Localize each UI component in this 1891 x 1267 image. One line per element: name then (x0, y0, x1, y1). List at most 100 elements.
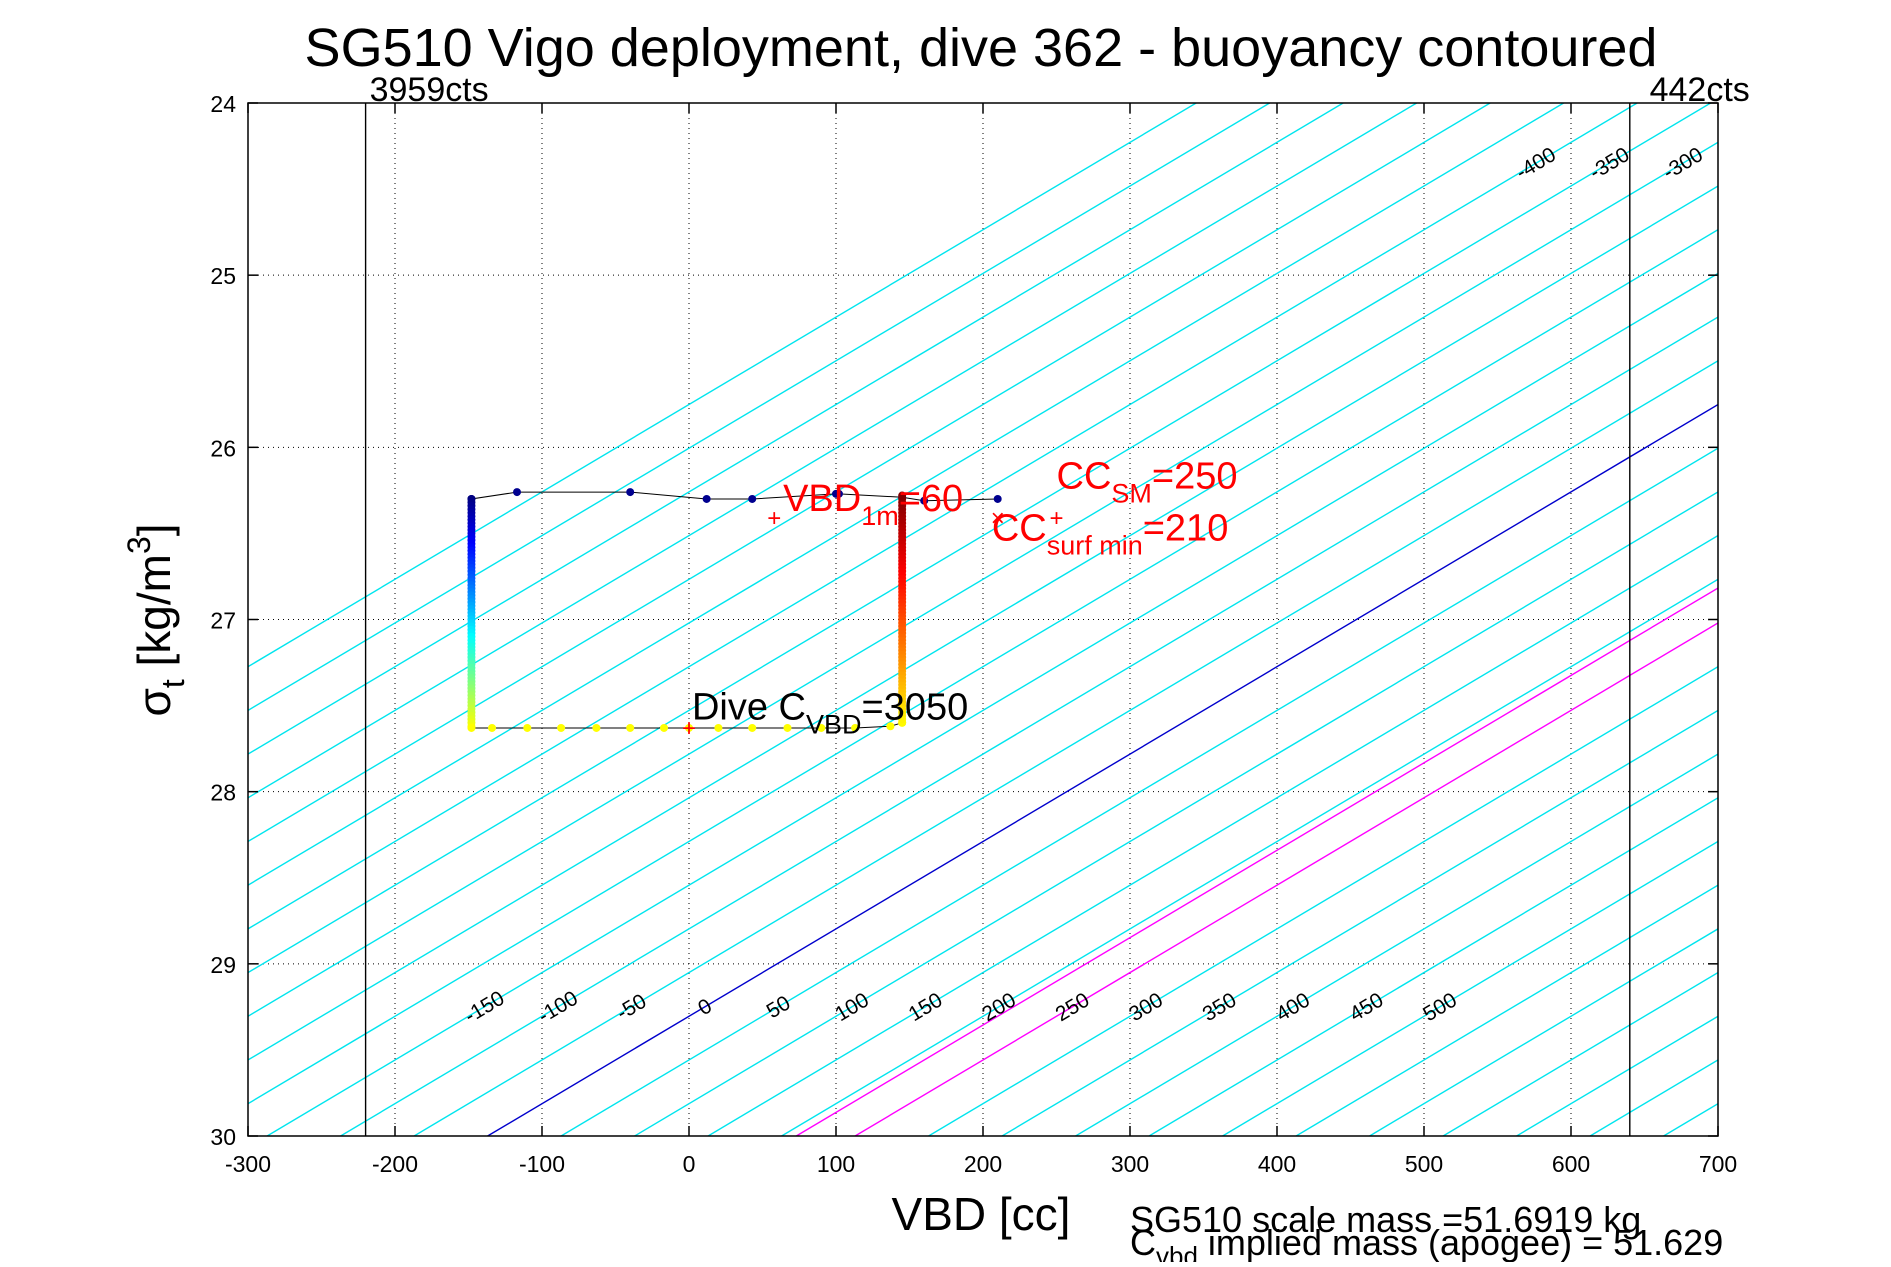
annotation-main: CC (992, 507, 1047, 549)
x-tick-label: 500 (1405, 1151, 1443, 1177)
annotation-main: Dive C (692, 686, 806, 728)
x-tick-label: -100 (519, 1151, 565, 1177)
annotation-vbd1m: VBD1m=60 (783, 478, 963, 531)
y-tick-label: 24 (210, 91, 236, 117)
contour-line (634, 491, 1718, 1136)
y-axis-label-sup: 3 (121, 536, 157, 554)
y-axis-label-units: [kg/m (128, 554, 180, 679)
contour-line (1295, 884, 1718, 1136)
y-axis-label-sub: t (155, 679, 191, 688)
y-axis-label-close: ] (128, 523, 180, 536)
contour-line (248, 103, 1712, 974)
track-point (557, 723, 566, 732)
contour-line (1369, 928, 1718, 1136)
contour-line (560, 447, 1718, 1136)
contour-line (413, 359, 1718, 1136)
annotation-sub: 1m (861, 501, 899, 531)
contour-line (248, 103, 1491, 843)
contour-line (487, 403, 1718, 1136)
track-point (513, 488, 522, 497)
annotation-ccsm: CCSM=250 (1057, 456, 1238, 509)
marker: + (1049, 505, 1063, 532)
track-point (685, 723, 693, 732)
track-point (488, 723, 497, 732)
x-tick-label: 700 (1699, 1151, 1737, 1177)
x-tick-label: -200 (372, 1151, 418, 1177)
contour-line (248, 103, 1197, 668)
implied-mass-text: Cvbd implied mass (apogee) = 51.629 (1130, 1222, 1723, 1262)
annotation-ccsurf: CCsurf min=210 (992, 507, 1229, 560)
contour-line (248, 103, 1638, 930)
track-point (993, 494, 1002, 503)
y-tick-label: 26 (210, 435, 236, 461)
contour-line (248, 103, 1271, 712)
chart-title: SG510 Vigo deployment, dive 362 - buoyan… (305, 18, 1658, 78)
contour-line (707, 534, 1718, 1136)
track-point (783, 723, 792, 732)
track-point (748, 723, 757, 732)
annotation-divec: Dive CVBD=3050 (692, 686, 968, 739)
contour-line (1222, 840, 1718, 1136)
marker: + (767, 505, 781, 532)
contour-line (1075, 753, 1718, 1136)
contour-line (781, 578, 1718, 1136)
track-point (851, 723, 860, 732)
x-tick-label: 0 (683, 1151, 696, 1177)
contour-line (795, 587, 1718, 1136)
track-point (592, 723, 601, 732)
track-point (920, 496, 929, 505)
contour-line (248, 103, 1418, 799)
y-tick-label: 25 (210, 263, 236, 289)
track-point (702, 494, 711, 503)
implied-mass-main: C (1130, 1222, 1156, 1262)
track-point (626, 723, 635, 732)
track-point (748, 494, 757, 503)
x-tick-labels: -300 -200 -100 0 100 200 300 400 500 600 700 (225, 1151, 1737, 1177)
annotation-main: VBD (783, 478, 861, 520)
track-point (832, 489, 840, 498)
grid (248, 103, 1718, 1136)
x-tick-label: 200 (964, 1151, 1002, 1177)
scale-mass-text: SG510 scale mass =51.6919 kg (1130, 1199, 1641, 1240)
x-tick-label: 600 (1552, 1151, 1590, 1177)
contour-line (248, 141, 1718, 1018)
buoyancy-contours (248, 103, 1718, 1136)
track-point (714, 723, 723, 732)
x-tick-label: 400 (1258, 1151, 1296, 1177)
annotation-tail: =3050 (862, 686, 969, 728)
marker: + (682, 715, 696, 742)
track-point (523, 723, 532, 732)
track-point (817, 723, 826, 732)
x-tick-label: 100 (817, 1151, 855, 1177)
track-point (626, 488, 635, 497)
y-tick-labels: 24 25 26 27 28 29 30 (210, 91, 236, 1150)
y-tick-label: 30 (210, 1124, 236, 1150)
contour-line (928, 665, 1718, 1136)
annotation-sub: surf min (1047, 530, 1143, 560)
implied-mass-sub: vbd (1156, 1241, 1198, 1262)
track-point (898, 491, 907, 500)
axis-ticks (247, 102, 1719, 1137)
y-axis-label-main: σ (128, 688, 180, 716)
y-tick-label: 27 (210, 608, 236, 634)
annotation-main: CC (1057, 456, 1112, 498)
implied-mass-tail: implied mass (apogee) = 51.629 (1198, 1222, 1723, 1262)
contour-line (854, 622, 1718, 1136)
annotation-sub: VBD (806, 709, 862, 739)
contour-line (340, 316, 1718, 1136)
x-tick-label: -300 (225, 1151, 271, 1177)
y-axis-label: σt [kg/m3] (121, 523, 191, 716)
y-tick-label: 28 (210, 780, 236, 806)
x-tick-label: 300 (1111, 1151, 1149, 1177)
annotation-tail: =250 (1152, 456, 1238, 498)
track-point (660, 723, 669, 732)
annotation-sub: SM (1111, 479, 1152, 509)
annotation-tail: =210 (1143, 507, 1229, 549)
x-axis-label: VBD [cc] (892, 1188, 1071, 1240)
contour-line (1001, 709, 1718, 1136)
vbd-limit-lines (364, 103, 1631, 1136)
track-point (467, 723, 476, 732)
contour-line (248, 228, 1718, 1105)
